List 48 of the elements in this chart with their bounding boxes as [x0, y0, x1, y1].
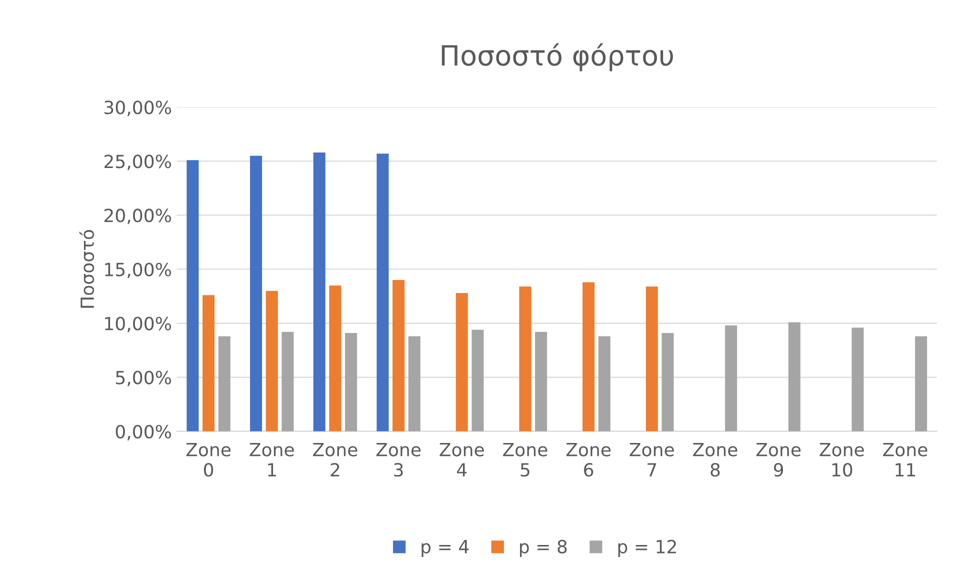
y-tick-label: 5,00%	[116, 370, 172, 386]
bar	[725, 325, 738, 432]
chart-title: Ποσοστό φόρτου	[442, 43, 673, 72]
bar	[646, 286, 658, 432]
x-tick-label: Zone 7	[630, 443, 674, 476]
bar	[456, 293, 468, 432]
y-tick-label: 25,00%	[104, 154, 172, 170]
bar	[376, 154, 389, 432]
y-tick-label: 10,00%	[105, 316, 172, 332]
bar	[392, 280, 405, 432]
y-tick-label: 20,00%	[104, 208, 172, 224]
x-tick-label: Zone 8	[693, 443, 738, 477]
y-tick-label: 15,00%	[105, 262, 172, 278]
legend-label: p = 12	[618, 540, 676, 557]
bar	[788, 322, 800, 432]
x-tick-label: Zone 4	[440, 443, 484, 476]
bar	[186, 160, 199, 432]
bar	[218, 336, 230, 432]
legend-label: p = 8	[520, 540, 567, 557]
bar	[582, 282, 595, 432]
x-tick-label: Zone 10	[820, 443, 864, 477]
bar	[313, 152, 326, 432]
x-tick-label: Zone 9	[756, 443, 801, 477]
bar	[852, 328, 864, 432]
bar	[345, 333, 358, 432]
bar	[519, 286, 532, 432]
x-tick-label: Zone 2	[313, 443, 358, 476]
bar	[202, 295, 215, 432]
y-tick-label: 0,00%	[116, 424, 172, 440]
x-tick-label: Zone 11	[883, 443, 928, 476]
bar	[472, 330, 484, 432]
bar	[915, 336, 928, 432]
bar	[408, 336, 420, 432]
bar	[535, 332, 548, 432]
x-tick-label: Zone 6	[566, 443, 611, 477]
y-axis-title: Ποσοστό	[79, 230, 94, 308]
x-tick-label: Zone 5	[503, 443, 548, 477]
bar	[598, 336, 610, 432]
bar	[662, 333, 674, 432]
bar	[282, 332, 294, 432]
x-tick-label: Zone 0	[186, 443, 231, 477]
y-tick-label: 30,00%	[104, 100, 172, 116]
bar	[266, 290, 278, 432]
x-tick-label: Zone 3	[376, 443, 421, 477]
legend-label: p = 4	[422, 540, 469, 557]
bar	[329, 285, 342, 432]
x-tick-label: Zone 1	[250, 443, 294, 476]
bar	[250, 156, 262, 432]
